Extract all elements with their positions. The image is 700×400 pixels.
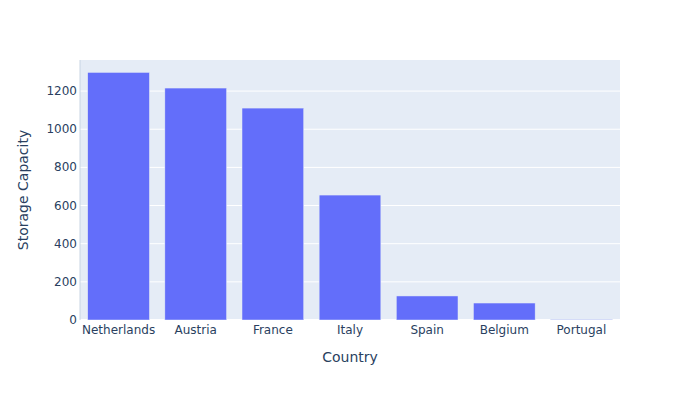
x-tick-label: Spain <box>410 323 444 337</box>
x-tick-label: Austria <box>175 323 217 337</box>
y-tick-label: 1000 <box>46 122 77 136</box>
x-tick-label: Netherlands <box>82 323 155 337</box>
bar <box>88 72 150 320</box>
x-axis-title: Country <box>322 349 378 365</box>
y-tick-label: 200 <box>54 275 77 289</box>
y-tick-label: 1200 <box>46 84 77 98</box>
grid-line <box>80 91 620 92</box>
bar <box>319 195 381 320</box>
bar <box>551 319 613 320</box>
chart-container: 0 200 400 600 800 1000 1200 Netherlands Austria F… <box>0 0 700 400</box>
chart-svg: 0 200 400 600 800 1000 1200 Netherlands Austria F… <box>0 0 700 400</box>
grid-line <box>80 167 620 168</box>
y-tick-label: 400 <box>54 237 77 251</box>
bar <box>165 88 227 320</box>
x-tick-label: France <box>253 323 293 337</box>
bar <box>396 296 458 320</box>
bar <box>473 303 535 320</box>
x-tick-label: Portugal <box>557 323 607 337</box>
bars <box>88 72 613 320</box>
grid-line <box>80 129 620 130</box>
plot-background <box>80 60 620 320</box>
bar <box>242 108 304 320</box>
y-axis-title: Storage Capacity <box>15 130 31 250</box>
y-tick-label: 800 <box>54 160 77 174</box>
x-tick-label: Belgium <box>480 323 529 337</box>
y-tick-label: 600 <box>54 199 77 213</box>
y-tick-label: 0 <box>69 313 77 327</box>
x-tick-label: Italy <box>337 323 363 337</box>
y-axis-line <box>80 60 81 320</box>
